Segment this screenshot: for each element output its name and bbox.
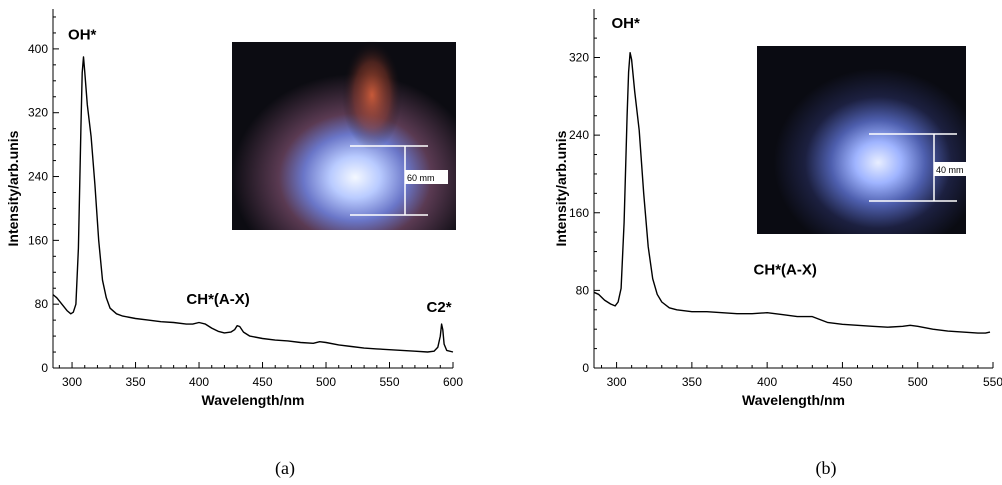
x-tick-label: 350	[126, 375, 146, 389]
y-tick-label: 240	[28, 170, 48, 184]
y-tick-label: 80	[35, 297, 49, 311]
spectrum-line-b	[593, 52, 991, 334]
x-tick-label: 400	[189, 375, 209, 389]
x-tick-label: 300	[607, 375, 627, 389]
peak-annotation: C2*	[427, 299, 452, 316]
peak-annotation: OH*	[611, 15, 640, 32]
x-tick-label: 500	[908, 375, 928, 389]
plot-area-b: 300 350 400 450 500 550 0 80 160 240 320 Wavelength…	[553, 9, 1002, 479]
caption-a: (a)	[275, 458, 295, 479]
flame-photo-inset-a: 60 mm	[232, 40, 456, 230]
y-tick-label: 0	[582, 361, 589, 375]
y-tick-label: 80	[576, 283, 590, 297]
flame-photo-inset-b: 40 mm	[757, 46, 977, 234]
peak-annotation: CH*(A-X)	[186, 291, 249, 308]
peak-annotation: CH*(A-X)	[754, 262, 817, 279]
x-tick-label: 550	[379, 375, 399, 389]
peak-annotation: OH*	[68, 26, 97, 43]
y-axis-label-a: Intensity/arb.unis	[5, 130, 21, 246]
caption-b: (b)	[816, 458, 837, 479]
spectrum-line-a	[52, 56, 454, 353]
y-tick-label: 320	[569, 51, 589, 65]
x-tick-label: 500	[316, 375, 336, 389]
y-tick-label: 0	[41, 361, 48, 375]
x-tick-label: 300	[62, 375, 82, 389]
y-tick-label: 160	[569, 206, 589, 220]
y-tick-label: 160	[28, 233, 48, 247]
x-tick-label: 450	[253, 375, 273, 389]
chart-a: 60 mm 300 350 400 450 500 550 600 0 80 160 240 320 4…	[5, 9, 463, 479]
x-tick-label: 350	[682, 375, 702, 389]
y-tick-label: 400	[28, 42, 48, 56]
x-axis-label-a: Wavelength/nm	[202, 392, 305, 408]
plot-area-a: 300 350 400 450 500 550 600 0 80 160 240 320 400 Wave…	[5, 9, 463, 479]
x-tick-label: 400	[757, 375, 777, 389]
scale-label-a: 60 mm	[407, 173, 435, 183]
x-tick-label: 550	[983, 375, 1002, 389]
chart-b: 40 mm 300 350 400 450 500 550 0 80 160 240 320 Wave…	[553, 9, 1002, 479]
x-axis-label-b: Wavelength/nm	[742, 392, 845, 408]
y-axis-label-b: Intensity/arb.unis	[553, 130, 569, 246]
y-tick-label: 240	[569, 128, 589, 142]
y-tick-label: 320	[28, 106, 48, 120]
x-tick-label: 450	[832, 375, 852, 389]
scale-label-b: 40 mm	[936, 165, 964, 175]
x-tick-label: 600	[443, 375, 463, 389]
